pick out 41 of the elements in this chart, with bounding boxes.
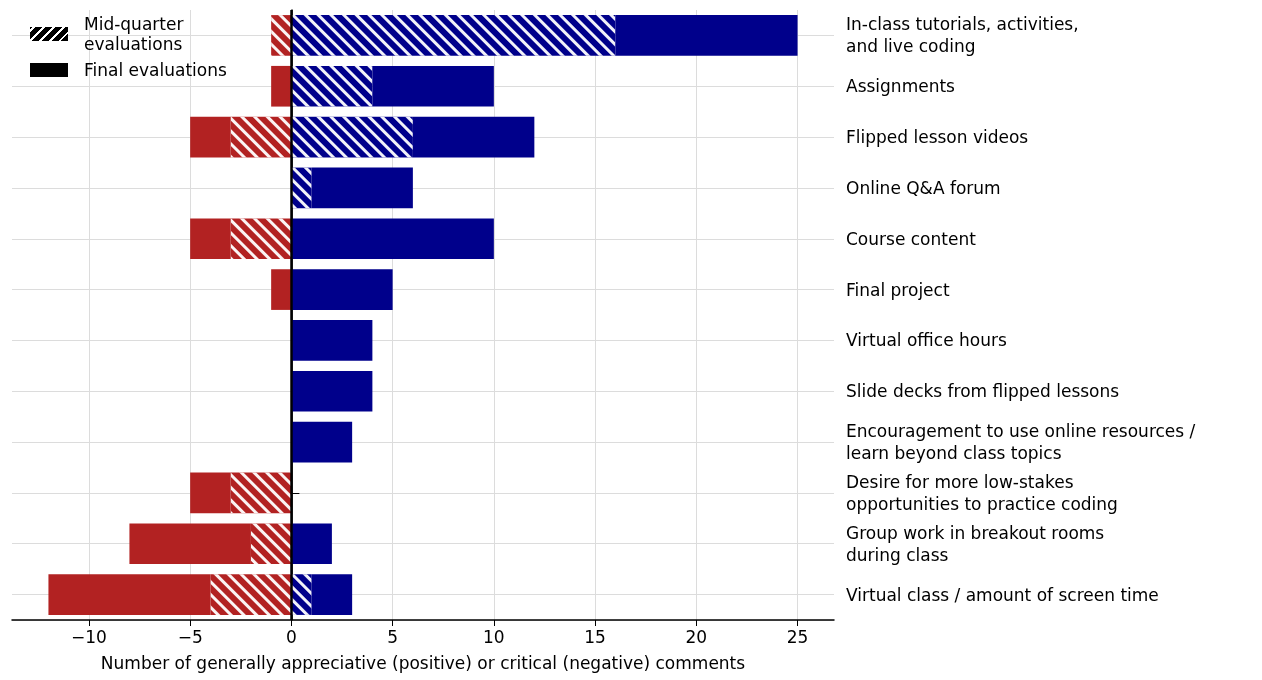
x-tick-label: 10	[483, 626, 505, 647]
x-axis-title: Number of generally appreciative (positive) or critical (negative) comments	[100, 652, 746, 673]
y-tick-label: Slide decks from flipped lessons	[846, 381, 1120, 402]
y-tick-label: In-class tutorials, activities, and live coding	[846, 14, 1079, 57]
bar	[291, 218, 494, 260]
bar	[190, 472, 231, 514]
bar	[190, 116, 231, 158]
y-tick-label: Online Q&A forum	[846, 177, 1001, 198]
y-tick-label: Virtual class / amount of screen time	[846, 584, 1159, 605]
y-tick-label: Group work in breakout rooms during class	[846, 522, 1105, 565]
y-tick-label: Final project	[846, 279, 950, 300]
bar	[311, 574, 353, 615]
annotation: Final evaluations	[84, 60, 227, 80]
bar	[291, 421, 353, 463]
bar	[291, 320, 373, 361]
y-tick-label: Encouragement to use online resources / learn beyond class topics	[846, 421, 1196, 464]
bar	[412, 116, 535, 158]
bar	[291, 370, 373, 412]
bar	[291, 269, 393, 310]
bar	[271, 65, 292, 107]
bar	[372, 65, 494, 107]
x-tick-label: 5	[387, 626, 399, 647]
bar	[129, 523, 251, 565]
x-tick-label: 15	[584, 626, 606, 647]
x-tick-label: 20	[685, 626, 708, 647]
x-tick-label: 0	[285, 626, 297, 647]
y-tick-label: Assignments	[846, 76, 956, 97]
x-tick-label: −10	[70, 626, 107, 647]
bar	[291, 523, 332, 565]
y-tick-label: Desire for more low-stakes opportunities to practice coding	[846, 471, 1118, 514]
bar	[615, 15, 798, 56]
y-tick-label: Course content	[846, 228, 977, 249]
bar	[190, 218, 231, 260]
x-tick-label: −5	[177, 626, 203, 647]
y-tick-label: Virtual office hours	[846, 330, 1007, 351]
bar	[48, 574, 211, 615]
annotation: Mid-quarter evaluations	[84, 14, 184, 54]
x-tick-label: 25	[786, 626, 809, 647]
bar	[271, 269, 292, 310]
bar	[311, 167, 413, 209]
y-tick-label: Flipped lesson videos	[846, 127, 1029, 148]
